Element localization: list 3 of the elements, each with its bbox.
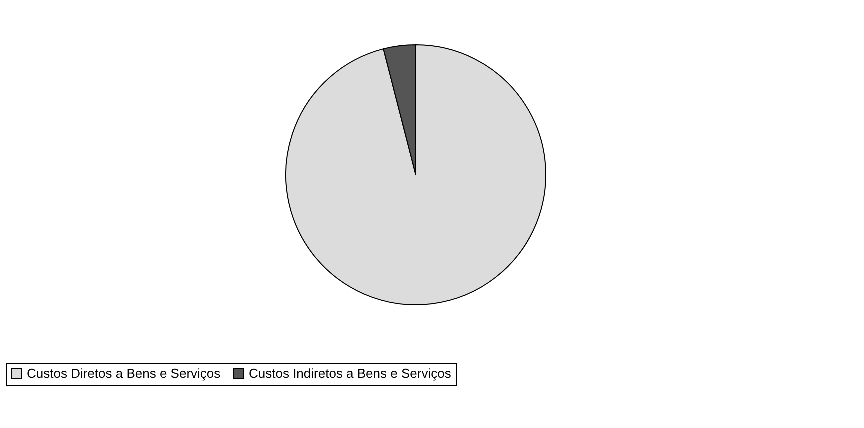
legend-label: Custos Indiretos a Bens e Serviços [249, 366, 452, 381]
pie-slice [286, 44, 546, 306]
legend-label: Custos Diretos a Bens e Serviços [27, 366, 222, 381]
